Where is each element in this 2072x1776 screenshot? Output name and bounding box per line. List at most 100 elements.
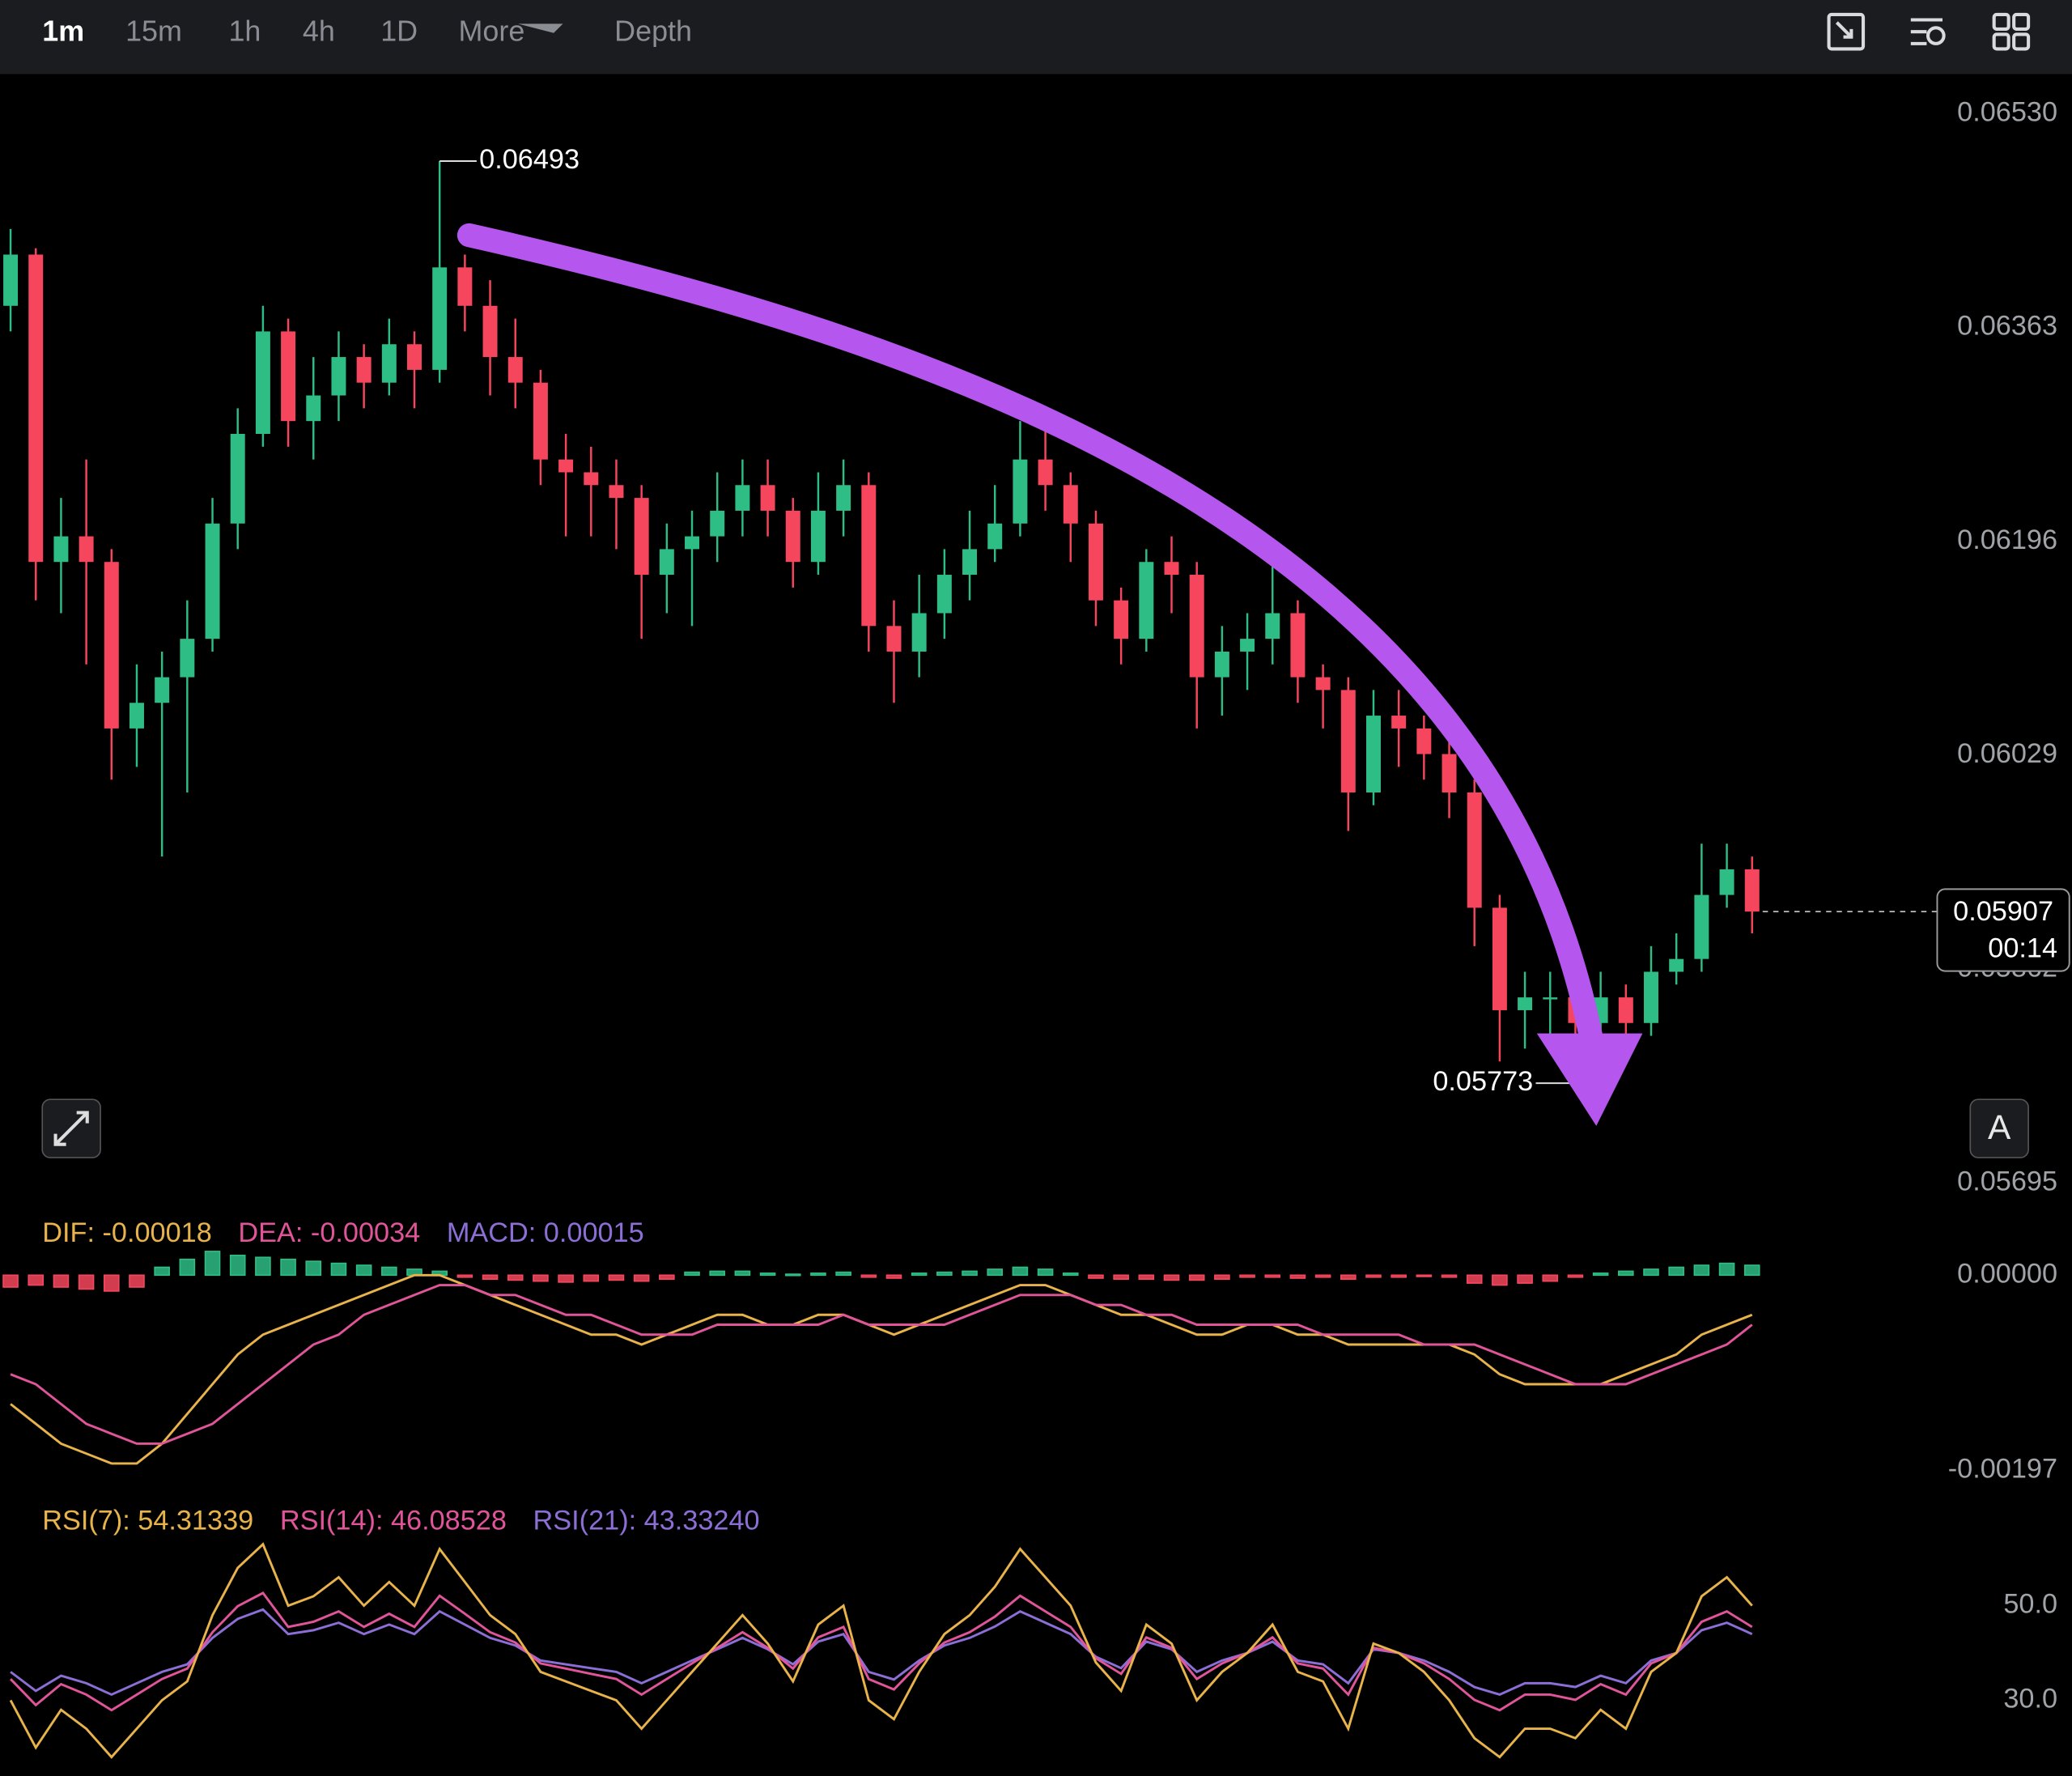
candle-body	[205, 523, 220, 639]
scale-button[interactable]	[1969, 1098, 2029, 1158]
histogram-bar	[962, 1270, 978, 1277]
toolbar-tab[interactable]: 1h	[228, 14, 261, 47]
candle-body	[1644, 971, 1658, 1023]
candle-body	[356, 357, 372, 383]
candle-body	[28, 254, 44, 563]
toolbar-tab[interactable]: 15m	[125, 14, 182, 47]
histogram-bar	[355, 1264, 372, 1277]
icon-grid[interactable]	[1992, 12, 2010, 31]
candle-body	[785, 510, 800, 563]
candle-body	[836, 485, 851, 511]
candle-body	[533, 382, 548, 460]
indicator-line	[10, 1591, 1753, 1712]
candle-body	[886, 626, 902, 652]
histogram-bar	[533, 1274, 549, 1282]
histogram-bar	[1012, 1266, 1029, 1277]
plot: 1m 15m 1h 4h 1D More Depth 0.06530 0.06363 0.0619…	[2, 14, 2070, 1759]
histogram-bar	[482, 1274, 499, 1281]
icon-grid	[1992, 32, 2010, 51]
candle-body	[230, 433, 245, 524]
candle-body	[1265, 613, 1280, 639]
candle-body	[482, 305, 498, 358]
histogram-bar	[709, 1270, 725, 1277]
candle-body	[1063, 485, 1078, 524]
candle-body	[710, 510, 725, 537]
candle-body	[1492, 907, 1507, 1010]
y-tick-label: 50.0	[2003, 1589, 2057, 1620]
candle-body	[1618, 997, 1633, 1023]
histogram-bar	[1643, 1268, 1659, 1277]
histogram-bar	[255, 1256, 271, 1277]
candle-body	[1114, 600, 1129, 639]
y-tick-label: 0.06363	[1957, 311, 2057, 342]
histogram-bar	[1365, 1274, 1382, 1278]
candle-body	[735, 485, 750, 511]
icon-grid	[2012, 12, 2031, 31]
icon-arrow	[1835, 21, 1853, 39]
histogram-bar	[936, 1271, 953, 1277]
histogram-bar	[1088, 1274, 1104, 1279]
histogram-bar	[1138, 1274, 1155, 1281]
candle-body	[558, 459, 574, 473]
trend-arrow	[456, 223, 1605, 1056]
histogram-bar	[911, 1273, 928, 1277]
histogram-bar	[1668, 1266, 1684, 1277]
candle-body	[306, 395, 321, 422]
histogram-bar	[204, 1251, 221, 1277]
histogram-bar	[129, 1274, 145, 1288]
histogram-bar	[1466, 1274, 1483, 1284]
candle-body	[155, 677, 170, 703]
histogram-bar	[835, 1271, 851, 1277]
candle-body	[1340, 690, 1356, 792]
candle-body	[1164, 562, 1179, 576]
candle-body	[1518, 997, 1533, 1010]
last-price-label: 0.05907	[1953, 896, 2053, 927]
histogram-bar	[987, 1268, 1004, 1277]
candle-body	[1139, 562, 1154, 639]
candle-body	[1013, 459, 1028, 524]
histogram-bar	[507, 1274, 524, 1281]
candle-body	[659, 549, 674, 576]
candle-body	[1189, 575, 1204, 678]
histogram-bar	[684, 1271, 700, 1277]
histogram-bar	[1391, 1274, 1407, 1278]
toolbar-tab[interactable]: More	[459, 14, 525, 47]
toolbar-icons[interactable]	[1827, 12, 2031, 51]
toolbar-tab[interactable]: 1D	[380, 14, 418, 47]
toolbar-tab[interactable]: Depth	[614, 14, 692, 47]
candle-body	[1719, 869, 1734, 895]
histogram-bar	[154, 1266, 170, 1277]
toolbar-tab[interactable]: 4h	[303, 14, 335, 47]
histogram-bar	[583, 1274, 600, 1282]
histogram-bar	[280, 1258, 296, 1277]
indicator-line	[10, 1608, 1753, 1697]
histogram-bar	[1163, 1274, 1180, 1281]
candle-body	[3, 254, 19, 306]
y-tick-label: 0.05695	[1957, 1166, 2057, 1197]
histogram-bar	[1264, 1274, 1281, 1278]
histogram-bar	[1441, 1274, 1458, 1278]
y-tick-label: 30.0	[2003, 1684, 2057, 1714]
histogram-bar	[1188, 1274, 1205, 1281]
candle-body	[1391, 716, 1407, 729]
candle-body	[407, 344, 422, 370]
histogram-bar	[104, 1274, 120, 1292]
candle-body	[936, 575, 952, 614]
histogram-bar	[810, 1273, 826, 1277]
candle-body	[180, 639, 195, 678]
histogram-bar	[633, 1274, 650, 1282]
histogram-bar	[759, 1273, 776, 1277]
candle-body	[1416, 728, 1432, 754]
icon-chart-mode[interactable]	[1827, 12, 1866, 51]
candle-body	[1441, 754, 1457, 792]
candle-body	[79, 536, 94, 563]
low-label: 0.05773	[1433, 1066, 1533, 1097]
countdown: 00:14	[1988, 933, 2057, 964]
histogram-bar	[330, 1262, 347, 1277]
icon-settings[interactable]	[1910, 18, 1942, 45]
candle-body	[1038, 459, 1053, 486]
histogram-bar	[2, 1274, 19, 1288]
histogram-bar	[1416, 1274, 1433, 1277]
histogram-bar	[1289, 1274, 1306, 1279]
toolbar-tab[interactable]: 1m	[42, 14, 84, 47]
